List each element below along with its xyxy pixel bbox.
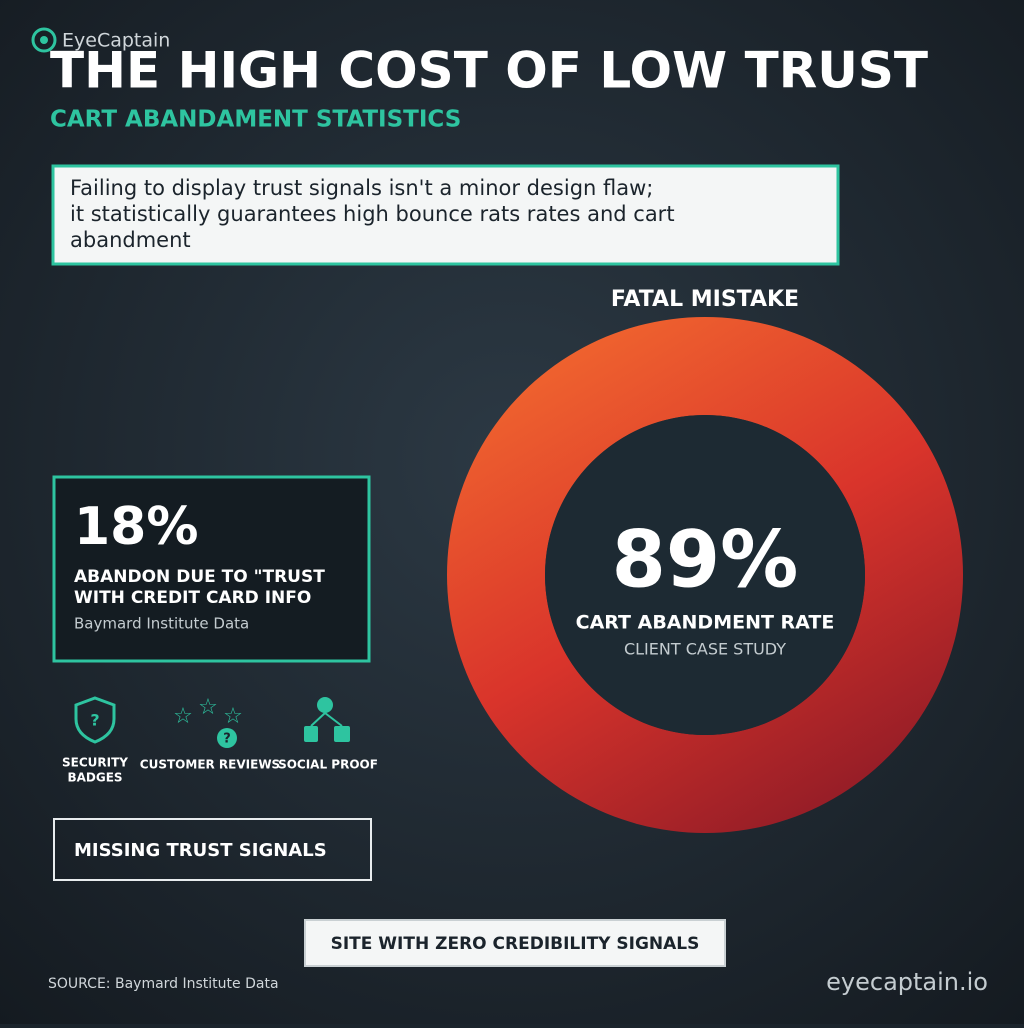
logo-text: EyeCaptain bbox=[62, 30, 170, 52]
donut-value: 89% bbox=[612, 515, 799, 605]
svg-text:☆: ☆ bbox=[173, 704, 193, 729]
svg-text:☆: ☆ bbox=[223, 704, 243, 729]
stat-line: ABANDON DUE TO "TRUST bbox=[74, 567, 325, 587]
quote-line: it statistically guarantees high bounce … bbox=[70, 202, 675, 226]
donut-hole bbox=[545, 415, 865, 735]
stat-box bbox=[52, 475, 371, 663]
icon-shield: ? bbox=[74, 696, 116, 744]
donut-label: CART ABANDMENT RATE bbox=[576, 612, 835, 634]
stat-line: WITH CREDIT CARD INFO bbox=[74, 588, 311, 608]
missing-label: MISSING TRUST SIGNALS bbox=[74, 840, 327, 861]
stat-value: 18% bbox=[74, 497, 198, 557]
footer-source: SOURCE: Baymard Institute Data bbox=[48, 976, 279, 992]
site-label: SITE WITH ZERO CREDIBILITY SIGNALS bbox=[331, 934, 700, 954]
footer-domain: eyecaptain.io bbox=[826, 968, 988, 996]
donut-ring bbox=[447, 317, 964, 833]
icon-label: SECURITY bbox=[62, 756, 128, 770]
svg-text:?: ? bbox=[223, 732, 231, 747]
svg-text:☆: ☆ bbox=[198, 695, 218, 720]
stat-source: Baymard Institute Data bbox=[74, 615, 249, 633]
missing-box bbox=[53, 818, 372, 881]
site-box bbox=[304, 919, 726, 967]
donut-heading: FATAL MISTAKE bbox=[611, 287, 799, 312]
icon-label: BADGES bbox=[67, 771, 122, 785]
icon-network bbox=[304, 697, 350, 742]
subtitle: CART ABANDAMENT STATISTICS bbox=[50, 107, 461, 133]
quote-line: abandment bbox=[70, 228, 191, 252]
icon-label: SOCIAL PROOF bbox=[278, 758, 378, 772]
quote-box bbox=[51, 164, 840, 266]
logo: EyeCaptain bbox=[31, 27, 170, 53]
logo-icon bbox=[31, 27, 57, 53]
donut-note: CLIENT CASE STUDY bbox=[624, 640, 786, 659]
icon-label: CUSTOMER REVIEWS bbox=[140, 758, 280, 772]
logo-icon-dot bbox=[40, 36, 48, 44]
icon-stars: ☆ ☆ ☆ ? bbox=[173, 695, 243, 748]
title: THE HIGH COST OF LOW TRUST bbox=[50, 42, 928, 100]
quote-line: Failing to display trust signals isn't a… bbox=[70, 176, 653, 200]
svg-text:?: ? bbox=[90, 711, 99, 730]
